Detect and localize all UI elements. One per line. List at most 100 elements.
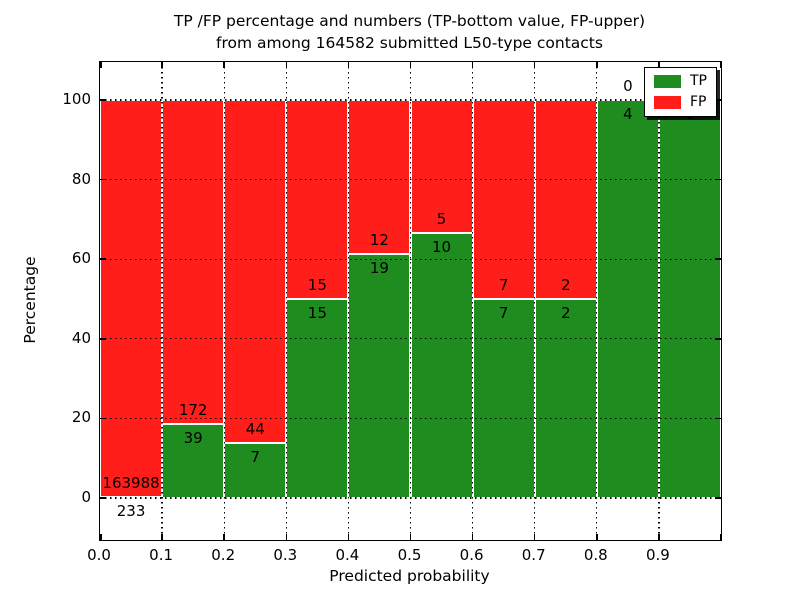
x-tick-mark [285, 534, 288, 540]
x-tick-mark [161, 62, 163, 68]
x-tick-mark [347, 62, 350, 68]
bar-count-label-fp: 163988 [102, 474, 160, 493]
y-tick-mark [715, 258, 721, 260]
x-tick-mark [471, 62, 474, 68]
bar-count-label-tp: 7 [250, 448, 261, 467]
legend-swatch-tp [654, 74, 681, 88]
y-tick-label: 0 [81, 487, 91, 506]
bar-count-label-fp: 0 [623, 77, 633, 96]
bar-count-label-fp: 7 [498, 276, 509, 294]
bar-fp-segment [100, 100, 163, 498]
x-tick-mark [719, 62, 721, 68]
bar-count-label-fp: 172 [178, 401, 208, 420]
x-tick-mark [161, 534, 163, 540]
bar-count-label-tp: 233 [116, 502, 146, 521]
gridline-x [223, 62, 225, 540]
bar-count-label-tp: 7 [498, 304, 509, 322]
bar-fp-segment [348, 100, 411, 255]
chart-title-line1: TP /FP percentage and numbers (TP-bottom… [173, 12, 646, 30]
x-tick-mark [223, 62, 225, 68]
y-tick-label: 40 [71, 328, 91, 347]
y-tick-label: 60 [71, 249, 91, 268]
bar-tp-segment [534, 299, 597, 498]
bar-fp-segment [410, 100, 473, 233]
bar-count-label-fp: 5 [436, 209, 447, 228]
bar-count-label-tp: 10 [432, 237, 452, 256]
bar-fp-segment [534, 100, 597, 299]
y-tick-mark [100, 497, 106, 499]
gridline-x [658, 62, 660, 540]
bar-tp-segment [658, 100, 721, 498]
y-tick-mark [100, 338, 106, 340]
y-tick-label: 20 [71, 408, 91, 427]
y-tick-mark [100, 178, 106, 181]
y-tick-mark [100, 99, 106, 101]
y-tick-mark [100, 417, 106, 420]
x-tick-mark [719, 534, 721, 540]
bar-count-label-tp: 15 [307, 304, 327, 322]
y-tick-mark [715, 99, 721, 101]
x-tick-label: 0.7 [521, 546, 546, 564]
y-tick-mark [715, 417, 721, 420]
x-tick-label: 0.3 [273, 546, 298, 564]
x-tick-label: 0.4 [335, 546, 360, 564]
chart-title: TP /FP percentage and numbers (TP-bottom… [99, 10, 720, 54]
x-tick-mark [596, 534, 598, 540]
x-tick-mark [100, 534, 102, 540]
legend-entry-fp: FP [654, 95, 707, 109]
x-tick-label: 0.6 [459, 546, 484, 564]
gridline-x [534, 62, 536, 540]
bar-count-label-fp: 15 [307, 276, 327, 294]
bar-count-label-tp: 19 [369, 259, 389, 278]
legend: TP FP [644, 67, 717, 117]
x-tick-mark [658, 534, 660, 540]
bar-count-label-tp: 4 [623, 105, 633, 124]
x-tick-mark [347, 534, 350, 540]
bar-count-label-tp: 2 [560, 304, 571, 322]
x-tick-label: 0.0 [87, 546, 111, 564]
x-tick-mark [100, 62, 102, 68]
chart-title-line2: from among 164582 submitted L50-type con… [216, 34, 603, 52]
bar-count-label-fp: 2 [560, 276, 571, 294]
bar-fp-segment [224, 100, 287, 444]
x-tick-mark [658, 62, 660, 68]
bar-count-label-fp: 12 [369, 231, 389, 250]
y-tick-label: 80 [71, 169, 91, 188]
bar-count-label-tp: 39 [183, 429, 203, 448]
x-tick-mark [409, 62, 412, 68]
bar-tp-segment [348, 254, 411, 498]
x-tick-mark [223, 534, 225, 540]
x-tick-mark [533, 534, 536, 540]
gridline-x [596, 62, 598, 540]
y-tick-mark [100, 258, 106, 260]
bar-tp-segment [596, 100, 659, 498]
x-tick-label: 0.8 [583, 546, 608, 564]
x-tick-mark [409, 534, 412, 540]
x-tick-mark [285, 62, 288, 68]
gridline-x [161, 62, 163, 540]
legend-swatch-fp [654, 95, 681, 109]
x-tick-mark [471, 534, 474, 540]
bar-tp-segment [286, 299, 349, 498]
legend-label-fp: FP [690, 94, 707, 110]
legend-entry-tp: TP [654, 74, 707, 88]
x-tick-mark [596, 62, 598, 68]
gridline-x [471, 62, 474, 540]
plot-area: 163988233172394471515121951077220401 TPF… [99, 61, 722, 541]
x-tick-mark [533, 62, 536, 68]
y-axis-label: Percentage [21, 256, 39, 344]
y-tick-mark [715, 338, 721, 340]
bar-count-label-fp: 44 [245, 420, 265, 439]
x-tick-label: 0.1 [149, 546, 174, 564]
bar-fp-segment [472, 100, 535, 299]
x-tick-label: 0.5 [397, 546, 422, 564]
bar-tp-segment [410, 232, 473, 498]
x-tick-label: 0.9 [645, 546, 670, 564]
y-tick-mark [715, 497, 721, 499]
x-axis-label: Predicted probability [329, 567, 490, 585]
gridline-x [409, 62, 412, 540]
x-tick-label: 0.2 [211, 546, 236, 564]
legend-label-tp: TP [690, 73, 707, 89]
y-tick-label: 100 [62, 90, 91, 109]
